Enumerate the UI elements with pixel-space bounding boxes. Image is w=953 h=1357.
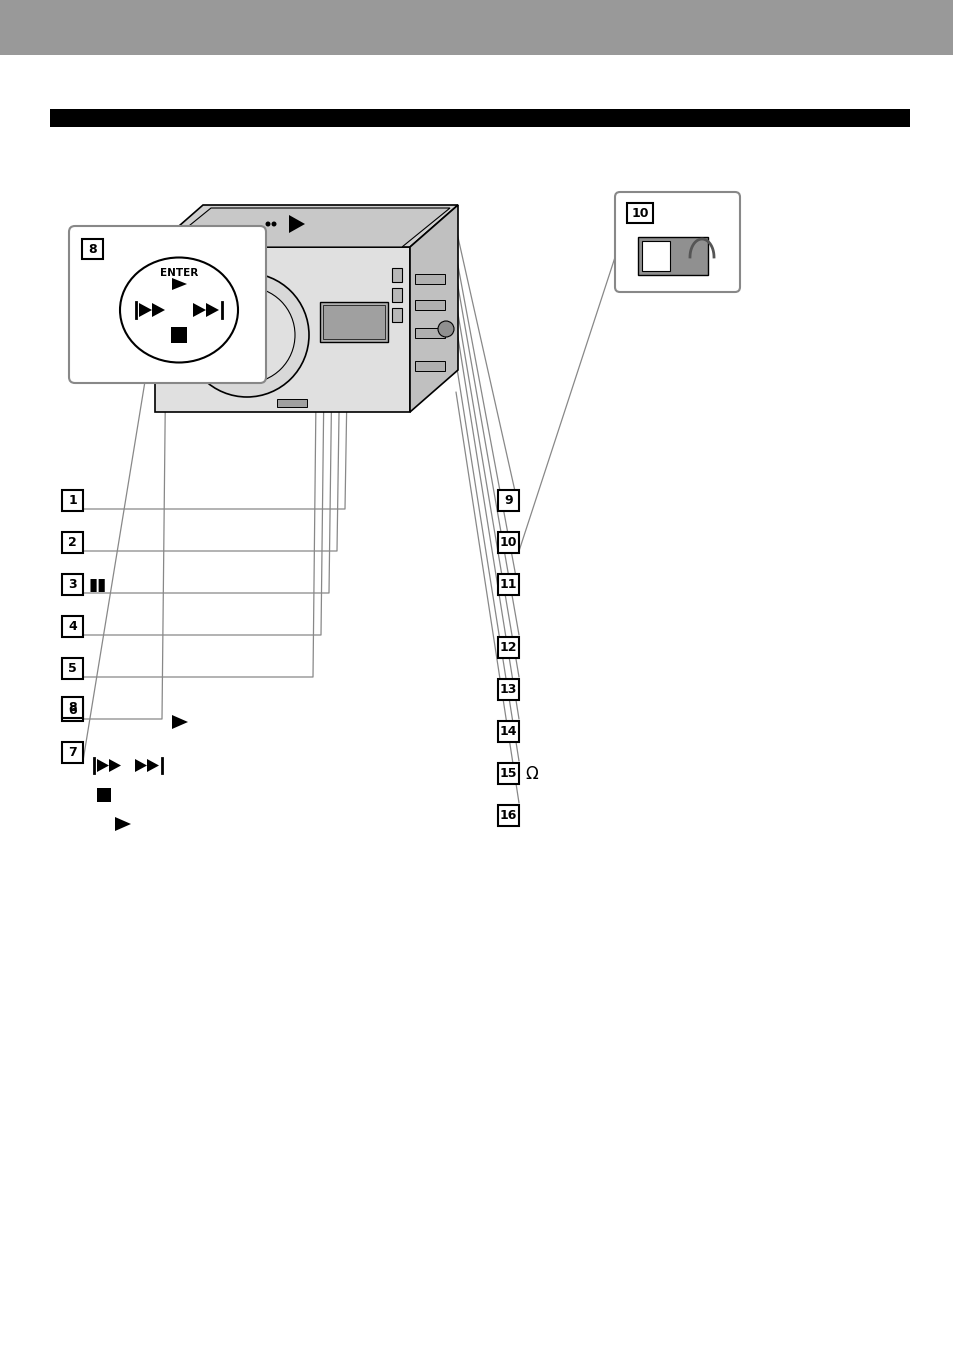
Text: 6: 6 xyxy=(68,704,77,716)
Polygon shape xyxy=(289,214,305,233)
Text: Ω: Ω xyxy=(524,764,537,783)
Text: 11: 11 xyxy=(499,578,517,592)
Text: 10: 10 xyxy=(499,536,517,550)
Bar xyxy=(62,532,83,554)
Bar xyxy=(626,204,652,223)
Bar xyxy=(641,242,669,271)
Circle shape xyxy=(272,221,276,227)
Bar xyxy=(323,305,385,339)
Bar xyxy=(62,574,83,594)
Bar xyxy=(497,532,518,554)
Circle shape xyxy=(185,273,309,398)
Text: 7: 7 xyxy=(68,746,77,759)
Bar xyxy=(97,788,111,802)
Bar xyxy=(82,239,103,259)
Bar xyxy=(62,490,83,512)
Text: ENTER: ENTER xyxy=(160,267,198,278)
Circle shape xyxy=(265,221,271,227)
Polygon shape xyxy=(97,759,109,772)
Bar xyxy=(276,399,307,407)
Polygon shape xyxy=(109,759,121,772)
Text: 16: 16 xyxy=(499,809,517,822)
Bar xyxy=(392,308,401,322)
Text: 14: 14 xyxy=(499,725,517,738)
Bar xyxy=(319,303,388,342)
Bar xyxy=(0,0,953,56)
Bar xyxy=(497,721,518,742)
Text: 3: 3 xyxy=(68,578,77,592)
Polygon shape xyxy=(154,247,410,413)
Polygon shape xyxy=(206,303,219,318)
Text: ▮▮: ▮▮ xyxy=(89,575,107,593)
Bar xyxy=(392,267,401,282)
Polygon shape xyxy=(115,817,131,830)
Polygon shape xyxy=(152,303,165,318)
Text: 5: 5 xyxy=(68,662,77,674)
Circle shape xyxy=(437,322,454,337)
Text: 8: 8 xyxy=(88,243,96,255)
Text: 2: 2 xyxy=(68,536,77,550)
Bar xyxy=(497,678,518,700)
Polygon shape xyxy=(163,208,450,247)
Bar xyxy=(497,636,518,658)
Polygon shape xyxy=(172,715,188,729)
Bar xyxy=(171,327,187,343)
Text: 4: 4 xyxy=(68,620,77,632)
Bar xyxy=(415,300,444,309)
Polygon shape xyxy=(135,759,147,772)
Bar xyxy=(62,658,83,678)
Bar xyxy=(497,490,518,512)
Text: 15: 15 xyxy=(499,767,517,780)
Bar xyxy=(415,328,444,338)
FancyBboxPatch shape xyxy=(69,227,266,383)
Text: 9: 9 xyxy=(503,494,513,508)
Ellipse shape xyxy=(120,258,237,362)
Polygon shape xyxy=(410,205,457,413)
Text: 13: 13 xyxy=(499,683,517,696)
Polygon shape xyxy=(193,303,206,318)
Text: 1: 1 xyxy=(68,494,77,508)
Bar xyxy=(62,697,83,718)
Bar xyxy=(62,742,83,763)
FancyBboxPatch shape xyxy=(615,191,740,292)
Polygon shape xyxy=(154,205,457,247)
Bar xyxy=(497,805,518,826)
Bar xyxy=(50,109,909,128)
Bar xyxy=(62,616,83,636)
Circle shape xyxy=(199,286,294,383)
Polygon shape xyxy=(147,759,159,772)
Bar xyxy=(497,574,518,594)
Polygon shape xyxy=(172,278,187,290)
Bar xyxy=(415,361,444,370)
Circle shape xyxy=(229,318,265,353)
Text: 12: 12 xyxy=(499,641,517,654)
Bar xyxy=(392,288,401,303)
Polygon shape xyxy=(139,303,152,318)
Bar xyxy=(638,237,707,275)
Text: 8: 8 xyxy=(68,702,77,714)
Bar xyxy=(415,274,444,284)
Bar xyxy=(62,700,83,721)
Bar xyxy=(497,763,518,784)
Text: 10: 10 xyxy=(631,206,648,220)
